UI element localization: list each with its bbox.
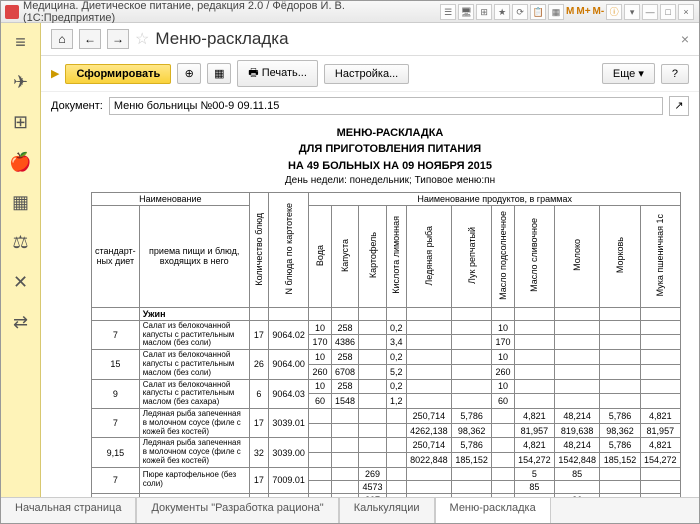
page-close[interactable]: ×: [681, 31, 689, 47]
tb-btn[interactable]: ⊞: [476, 4, 492, 20]
app-window: Медицина. Диетическое питание, редакция …: [0, 0, 700, 524]
tools-icon[interactable]: ✕: [10, 271, 32, 293]
star-icon[interactable]: ☆: [135, 29, 149, 49]
doc-open[interactable]: ↗: [669, 96, 689, 116]
close-btn[interactable]: ×: [678, 4, 694, 20]
expand-button[interactable]: ⊕: [177, 63, 201, 84]
maximize-btn[interactable]: □: [660, 4, 676, 20]
doc-label: Документ:: [51, 100, 103, 112]
tb-btn[interactable]: ⓘ: [606, 4, 622, 20]
help-button[interactable]: ?: [661, 64, 689, 84]
minimize-btn[interactable]: —: [642, 4, 658, 20]
form-icon[interactable]: ▦: [10, 191, 32, 213]
tb-btn[interactable]: 📋: [530, 4, 546, 20]
page-header: ⌂ ← → ☆ Меню-раскладка ×: [41, 23, 699, 56]
send-icon[interactable]: ✈: [10, 71, 32, 93]
tab-docs[interactable]: Документы "Разработка рациона": [136, 498, 338, 523]
calc-icon[interactable]: ⊞: [10, 111, 32, 133]
tab-calc[interactable]: Калькуляции: [339, 498, 435, 523]
tab-home[interactable]: Начальная страница: [1, 498, 136, 523]
m-plus-marker[interactable]: M+: [576, 6, 590, 17]
app-icon: [5, 5, 19, 19]
main-area: ≡ ✈ ⊞ 🍎 ▦ ⚖ ✕ ⇄ ⌂ ← → ☆ Меню-раскладка ×…: [1, 23, 699, 497]
titlebar-text: Медицина. Диетическое питание, редакция …: [23, 0, 439, 24]
settings-button[interactable]: Настройка...: [324, 64, 409, 84]
m-minus-marker[interactable]: M-: [593, 6, 605, 17]
report-title3: НА 49 БОЛЬНЫХ НА 09 НОЯБРЯ 2015: [91, 159, 689, 173]
toolbar: ▶ Сформировать ⊕ ▦ 🖶 Печать... Настройка…: [41, 56, 699, 92]
tb-btn[interactable]: ★: [494, 4, 510, 20]
print-button[interactable]: 🖶 Печать...: [237, 60, 318, 87]
swap-icon[interactable]: ⇄: [10, 311, 32, 333]
scales-icon[interactable]: ⚖: [10, 231, 32, 253]
tb-btn[interactable]: ▾: [624, 4, 640, 20]
tb-btn[interactable]: 🖥: [458, 4, 474, 20]
nav-back[interactable]: ←: [79, 29, 101, 49]
statusbar: Начальная страница Документы "Разработка…: [1, 497, 699, 523]
report-area: МЕНЮ-РАСКЛАДКА ДЛЯ ПРИГОТОВЛЕНИЯ ПИТАНИЯ…: [41, 120, 699, 497]
apple-icon[interactable]: 🍎: [10, 151, 32, 173]
more-button[interactable]: Еще ▾: [602, 63, 655, 84]
doc-input[interactable]: [109, 97, 663, 115]
titlebar: Медицина. Диетическое питание, редакция …: [1, 1, 699, 23]
content: ⌂ ← → ☆ Меню-раскладка × ▶ Сформировать …: [41, 23, 699, 497]
tab-menu[interactable]: Меню-раскладка: [435, 498, 551, 523]
tb-btn[interactable]: ▦: [548, 4, 564, 20]
report-table: НаименованиеКоличество блюдN блюда по ка…: [91, 192, 681, 497]
sidebar: ≡ ✈ ⊞ 🍎 ▦ ⚖ ✕ ⇄: [1, 23, 41, 497]
nav-fwd[interactable]: →: [107, 29, 129, 49]
menu-icon[interactable]: ≡: [10, 31, 32, 53]
nav-home[interactable]: ⌂: [51, 29, 73, 49]
tb-btn[interactable]: ⟳: [512, 4, 528, 20]
form-arrow: ▶: [51, 67, 59, 80]
tb-btn[interactable]: ☰: [440, 4, 456, 20]
doc-row: Документ: ↗: [41, 92, 699, 120]
report-sub: День недели: понедельник; Типовое меню:п…: [91, 175, 689, 186]
report-title1: МЕНЮ-РАСКЛАДКА: [91, 126, 689, 140]
page-title: Меню-раскладка: [155, 29, 288, 49]
report-title2: ДЛЯ ПРИГОТОВЛЕНИЯ ПИТАНИЯ: [91, 142, 689, 156]
grid-button[interactable]: ▦: [207, 63, 231, 84]
m-marker[interactable]: M: [566, 6, 574, 17]
form-button[interactable]: Сформировать: [65, 64, 171, 84]
